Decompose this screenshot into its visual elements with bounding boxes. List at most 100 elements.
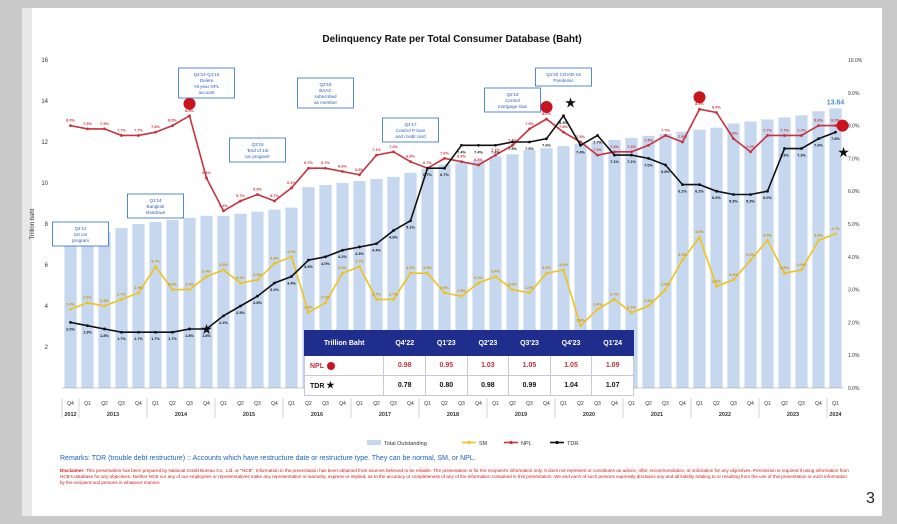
x-tick-quarter: Q4 <box>135 401 142 407</box>
tdr-point <box>562 114 565 118</box>
tdr-data-label: 4.0% <box>321 262 330 266</box>
table-cell: 1.07 <box>591 375 634 396</box>
sm-data-label: 4.6% <box>695 230 704 234</box>
tdr-point <box>664 163 667 167</box>
sm-data-label: 2.7% <box>610 292 619 296</box>
sm-point <box>154 265 157 269</box>
bar-total-outstanding <box>727 123 740 389</box>
npl-data-label: 7.7% <box>661 128 670 132</box>
npl-data-label: 7.1% <box>372 148 381 152</box>
sm-point <box>596 307 599 311</box>
tdr-point <box>392 229 395 232</box>
tdr-data-label: 7.4% <box>474 150 483 154</box>
npl-data-label: 7.5% <box>576 135 585 139</box>
tdr-line <box>70 114 836 334</box>
x-tick-quarter: Q3 <box>526 401 533 407</box>
sm-point <box>528 291 531 295</box>
x-tick-year: 2018 <box>447 412 459 418</box>
npl-point <box>528 127 531 131</box>
npl-data-label: 7.6% <box>729 132 738 136</box>
annotation-text: Delete <box>200 78 214 83</box>
tdr-data-label: 1.8% <box>100 334 109 338</box>
x-tick-quarter: Q2 <box>305 401 312 407</box>
npl-data-label: 8.4% <box>712 105 721 109</box>
x-tick-quarter: Q2 <box>373 401 380 407</box>
sm-data-label: 3.7% <box>355 260 364 264</box>
sm-data-label: 4.5% <box>814 233 823 237</box>
tdr-point <box>273 281 276 285</box>
x-tick-quarter: Q1 <box>220 401 227 407</box>
annotation-box <box>178 67 235 99</box>
npl-point <box>562 130 565 134</box>
y-tick-right: 10.0% <box>848 58 863 64</box>
npl-data-label: 6.4% <box>202 171 211 175</box>
table-header: Q3'23 <box>508 330 551 356</box>
x-tick-quarter: Q4 <box>475 401 482 407</box>
tdr-data-label: 1.8% <box>185 334 194 338</box>
tdr-point <box>579 143 582 147</box>
y-tick-left: 16 <box>41 58 48 64</box>
npl-point <box>749 150 752 154</box>
npl-data-label: 7.4% <box>508 138 517 142</box>
sm-data-label: 3.3% <box>253 273 262 277</box>
annotation-text: Q1'14 <box>149 198 162 203</box>
x-tick-quarter: Q2 <box>509 401 516 407</box>
tdr-data-label: 7.3% <box>780 154 789 158</box>
tdr-point <box>69 321 72 324</box>
tdr-data-label: 3.2% <box>270 288 279 292</box>
tdr-data-label: 7.6% <box>814 144 823 148</box>
table-cell: 1.09 <box>591 355 634 376</box>
x-tick-quarter: Q4 <box>339 401 346 407</box>
npl-data-label: 7.7% <box>763 128 772 132</box>
bar-total-outstanding <box>608 139 621 388</box>
npl-point <box>545 117 548 121</box>
disclaimer-text: This presentation has been prepared by N… <box>60 468 849 485</box>
table-header: Q4'22 <box>383 330 427 356</box>
y-tick-left: 10 <box>41 181 48 187</box>
tdr-point <box>766 189 769 193</box>
tdr-highlight-star-icon: ★ <box>200 321 213 337</box>
tdr-point <box>596 134 599 137</box>
npl-data-label: 7.0% <box>440 151 449 155</box>
tdr-point <box>749 193 752 196</box>
npl-highlight-dot <box>836 119 849 132</box>
sm-point <box>545 271 548 275</box>
sm-point <box>460 294 463 298</box>
tdr-point <box>800 147 803 150</box>
bar-total-outstanding <box>149 221 162 388</box>
sm-point <box>358 265 361 269</box>
sm-data-label: 3.4% <box>202 269 211 273</box>
npl-data-label: 7.7% <box>797 128 806 132</box>
tdr-point <box>375 242 378 246</box>
npl-data-label: 7.9% <box>525 122 534 126</box>
npl-data-label: 7.9% <box>83 122 92 126</box>
table-cell: 1.05 <box>508 355 551 376</box>
npl-data-label: 5.4% <box>219 204 228 208</box>
sm-point <box>273 261 276 265</box>
x-tick-quarter: Q3 <box>798 401 805 407</box>
tdr-data-label: 5.9% <box>729 199 738 203</box>
x-tick-quarter: Q1 <box>560 401 567 407</box>
tdr-point <box>137 330 140 334</box>
y-tick-right: 6.0% <box>848 189 860 195</box>
tdr-data-label: 1.9% <box>83 331 92 335</box>
tdr-data-label: 6.8% <box>661 170 670 174</box>
sm-data-label: 4.0% <box>287 250 296 254</box>
table-cell: 0.98 <box>383 355 427 376</box>
y-tick-right: 5.0% <box>848 222 860 228</box>
y-tick-right: 7.0% <box>848 156 860 162</box>
tdr-data-label: 6.7% <box>440 173 449 177</box>
annotation-box <box>127 193 184 219</box>
sm-point <box>324 301 327 305</box>
annotation-text: account <box>198 90 215 95</box>
row-label-tdr: TDR <box>310 383 325 390</box>
annotation-text: subscribed <box>314 94 337 99</box>
annotation-text: program <box>72 238 89 243</box>
row-label-cell: NPL <box>303 355 385 376</box>
table-unit-header: Trillion Baht <box>303 330 385 356</box>
table-header-row: Trillion Baht Q4'22 Q1'23 Q2'23 Q3'23 Q4… <box>303 330 634 356</box>
npl-point <box>120 134 123 137</box>
x-tick-quarter: Q1 <box>356 401 363 407</box>
x-tick-quarter: Q2 <box>441 401 448 407</box>
sm-data-label: 2.5% <box>100 299 109 303</box>
